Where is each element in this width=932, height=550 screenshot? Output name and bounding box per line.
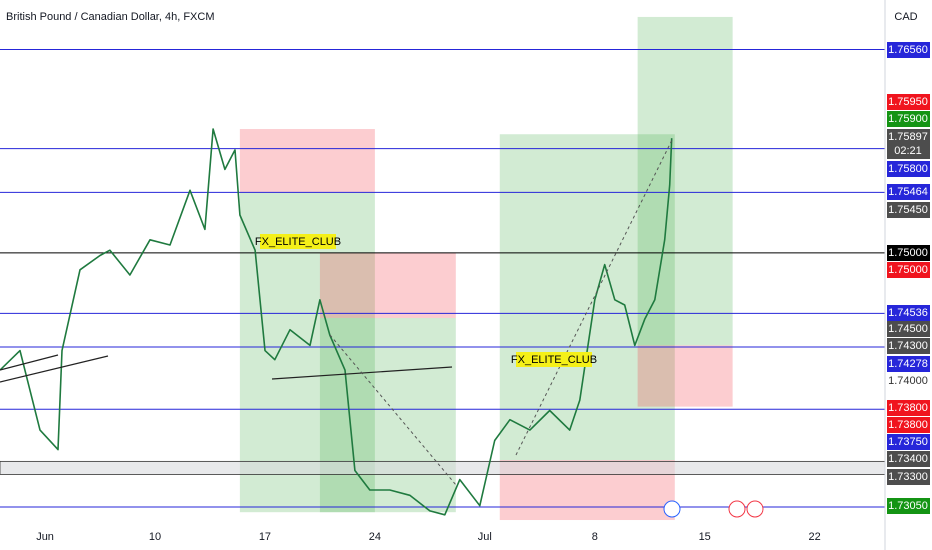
price-label-bg [887, 42, 930, 58]
dashed-line [329, 334, 457, 486]
trend-line [0, 355, 109, 383]
zone-upper [637, 16, 733, 346]
annotation-box [516, 352, 592, 367]
price-label-bg [887, 262, 930, 278]
x-tick-label: Jun [36, 531, 54, 543]
price-label: 1.75464 [888, 186, 928, 198]
price-label: 1.76560 [888, 44, 928, 56]
x-tick-label: 10 [149, 531, 161, 543]
price-label: 1.74536 [888, 307, 928, 319]
annotation-box [260, 234, 336, 249]
price-label: 1.75000 [888, 264, 928, 276]
price-label-bg [887, 469, 930, 485]
annotation: FX_ELITE_CLUB [511, 354, 597, 366]
price-label-bg [887, 338, 930, 354]
price-label: 1.75000 [888, 247, 928, 259]
price-label: 1.74278 [888, 358, 928, 370]
x-tick-label: 8 [592, 531, 598, 543]
price-label: 1.73750 [888, 436, 928, 448]
price-label-bg [887, 356, 930, 372]
chart-title: British Pound / Canadian Dollar, 4h, FXC… [6, 11, 215, 23]
zone-lower [637, 345, 733, 407]
price-label-bg [887, 451, 930, 467]
x-tick-label: 24 [369, 531, 381, 543]
price-label-bg [887, 161, 930, 177]
price-label: 1.75450 [888, 204, 928, 216]
price-label-bg [887, 321, 930, 337]
price-label-bg [887, 111, 930, 127]
price-label-bg [887, 305, 930, 321]
price-label: 1.73800 [888, 419, 928, 431]
price-label-bg [887, 417, 930, 433]
price-label: 1.74500 [888, 323, 928, 335]
event-icon[interactable] [728, 500, 746, 518]
currency: CAD [894, 11, 917, 23]
price-label-bg [887, 202, 930, 218]
price-label-bg [887, 400, 930, 416]
price-label-bg [887, 373, 930, 389]
price-line [0, 128, 673, 516]
price-label: 1.73050 [888, 500, 928, 512]
price-band [0, 460, 886, 475]
price-label: 1.75897 [888, 131, 928, 143]
price-label-bg [887, 129, 930, 159]
plot-area [0, 16, 886, 521]
dashed-line [515, 139, 673, 456]
price-label-bg [887, 245, 930, 261]
price-label: 1.73800 [888, 402, 928, 414]
zone-upper [319, 252, 456, 319]
zone-upper [239, 129, 375, 193]
price-label-bg [887, 94, 930, 110]
x-tick-label: Jul [478, 531, 492, 543]
price-label: 1.75900 [888, 113, 928, 125]
event-icon[interactable] [663, 500, 681, 518]
price-label: 1.73400 [888, 453, 928, 465]
zone-upper [499, 134, 675, 461]
countdown: 02:21 [894, 145, 922, 157]
price-label-bg [887, 498, 930, 514]
price-label: 1.73300 [888, 471, 928, 483]
price-label: 1.74300 [888, 340, 928, 352]
annotation: FX_ELITE_CLUB [255, 236, 341, 248]
price-label-bg [887, 184, 930, 200]
x-tick-label: 22 [809, 531, 821, 543]
price-label: 1.74000 [888, 375, 928, 387]
price-label: 1.75800 [888, 163, 928, 175]
trend-line [0, 354, 59, 371]
price-labels: 1.76560 1.75950 1.75900 1.75897 02:21 1.75800… [887, 42, 930, 514]
x-tick-label: 15 [699, 531, 711, 543]
event-icon[interactable] [746, 500, 764, 518]
price-label: 1.75950 [888, 96, 928, 108]
price-label-bg [887, 434, 930, 450]
x-tick-label: 17 [259, 531, 271, 543]
